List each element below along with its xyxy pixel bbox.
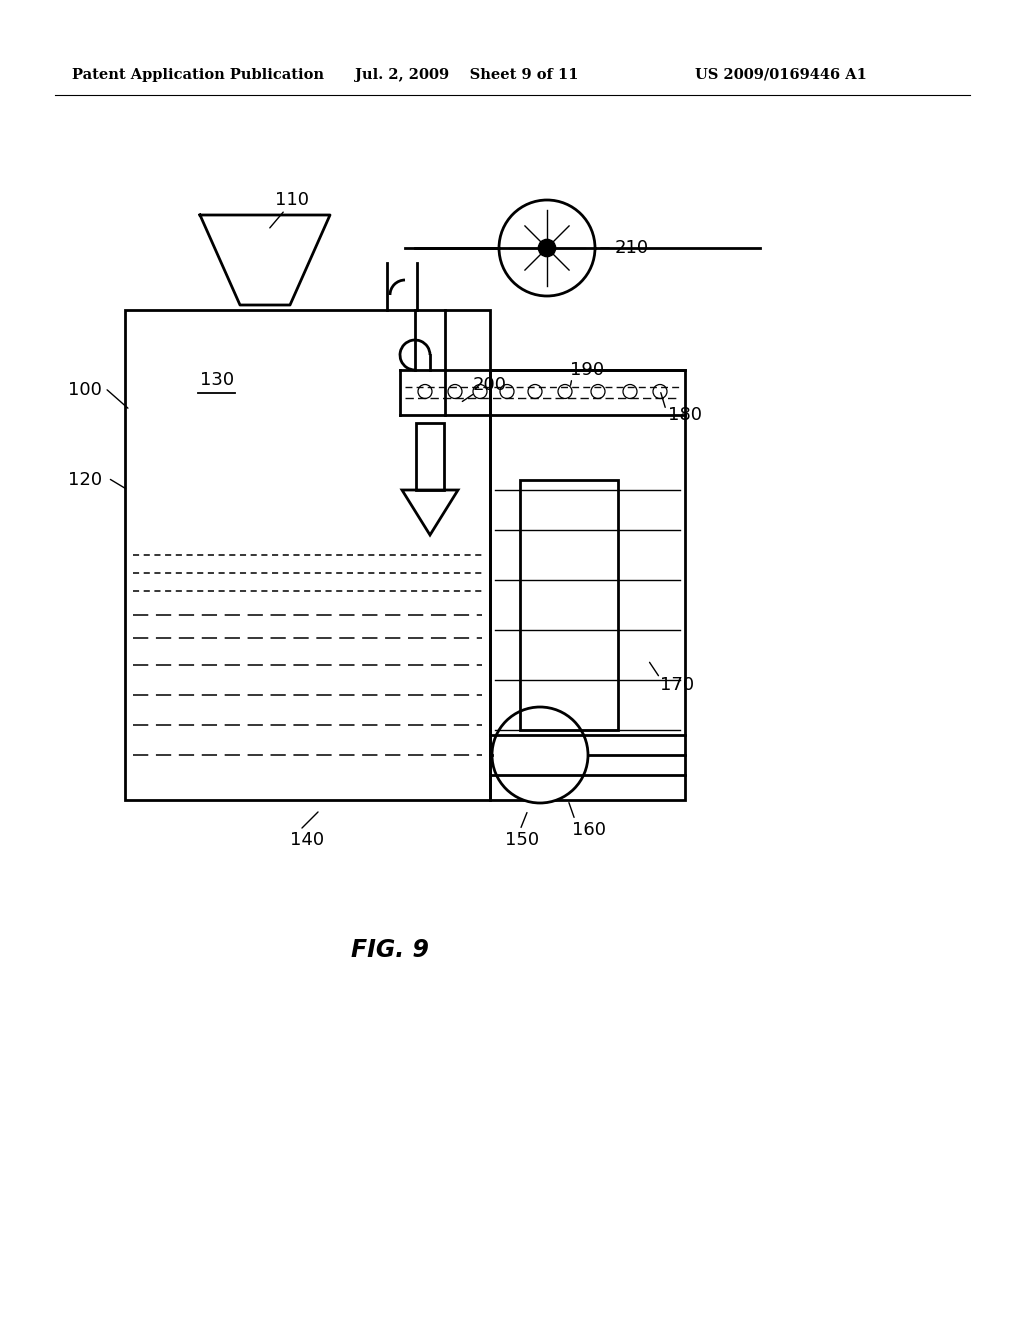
Text: 170: 170 <box>660 676 694 694</box>
Circle shape <box>492 708 588 803</box>
Bar <box>490 370 685 800</box>
Text: 130: 130 <box>200 371 234 389</box>
Text: 190: 190 <box>570 360 604 379</box>
Text: Jul. 2, 2009    Sheet 9 of 11: Jul. 2, 2009 Sheet 9 of 11 <box>355 69 579 82</box>
Circle shape <box>539 239 556 256</box>
Text: 160: 160 <box>572 821 606 840</box>
Text: 100: 100 <box>68 381 101 399</box>
Text: 140: 140 <box>290 832 325 849</box>
Text: FIG. 9: FIG. 9 <box>351 939 429 962</box>
Bar <box>125 310 490 800</box>
Circle shape <box>499 201 595 296</box>
Text: 180: 180 <box>668 407 702 424</box>
Bar <box>520 480 618 730</box>
Text: 110: 110 <box>275 191 309 209</box>
Bar <box>416 422 444 490</box>
Text: 120: 120 <box>68 471 102 488</box>
Text: US 2009/0169446 A1: US 2009/0169446 A1 <box>695 69 867 82</box>
Text: 150: 150 <box>505 832 539 849</box>
Text: Patent Application Publication: Patent Application Publication <box>72 69 324 82</box>
Text: 210: 210 <box>615 239 649 257</box>
Text: 200: 200 <box>473 376 507 393</box>
